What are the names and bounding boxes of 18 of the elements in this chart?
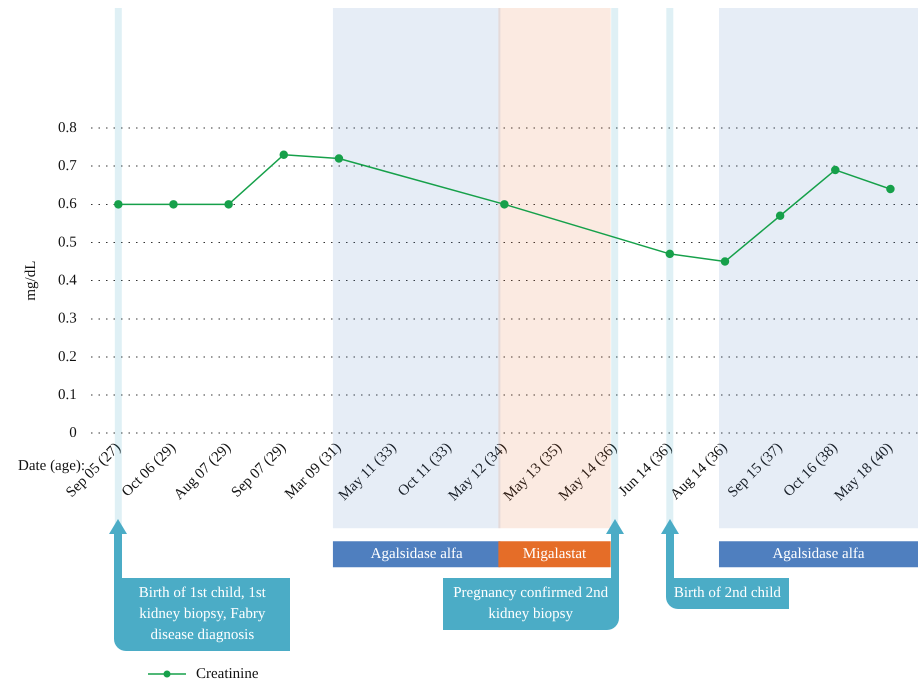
ref-line-label: Birth of 2nd child (666, 578, 789, 610)
y-tick-label: 0.3 (58, 310, 77, 327)
x-axis-title: Date (age): (18, 458, 86, 474)
y-axis-title: mg/dL (22, 260, 39, 301)
y-tick-label: 0.7 (58, 158, 78, 174)
ref-line-label: Birth of 1st child, 1st kidney biopsy, Fabry disease diagnosis (114, 578, 290, 652)
y-tick-label: 0.5 (58, 234, 77, 250)
band-label: Agalsidase alfa (772, 546, 865, 562)
y-tick-label: 0.4 (58, 272, 78, 289)
y-tick-label: 0.8 (58, 120, 77, 136)
legend-label: Creatinine (196, 666, 259, 682)
y-tick-label: 0.6 (58, 196, 78, 212)
y-tick-label: 0 (69, 425, 77, 442)
y-tick-label: 0.2 (58, 348, 77, 365)
y-tick-label: 0.1 (58, 387, 77, 404)
band-label: Agalsidase alfa (370, 546, 464, 562)
band-label: Migalastat (522, 546, 588, 562)
ref-line-label: Pregnancy confirmed 2nd kidney biopsy (442, 578, 619, 630)
